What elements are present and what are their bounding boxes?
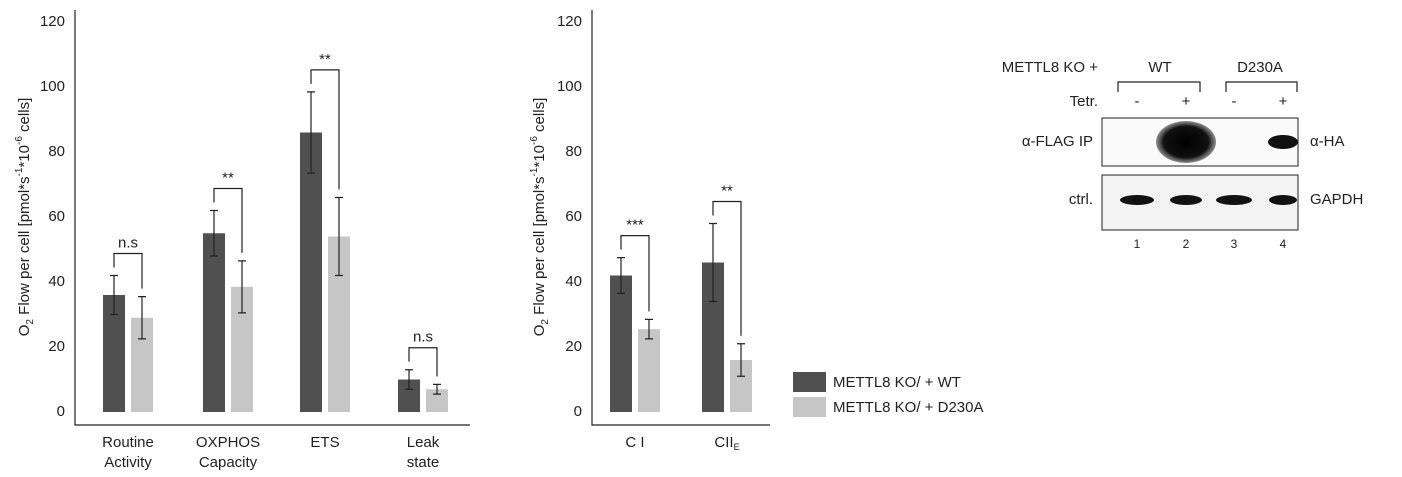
y-tick-label: 80 [48, 143, 65, 160]
x-tick-label: ETS [310, 434, 339, 451]
bar [638, 329, 660, 412]
y-tick-label: 20 [48, 338, 65, 355]
x-tick-label: OXPHOS Capacity [196, 434, 260, 471]
y-tick-label: 100 [557, 78, 582, 95]
x-label-line: ETS [310, 434, 339, 451]
row-label: GAPDH [1310, 191, 1363, 208]
x-label-line: Activity [104, 454, 152, 471]
blot-band [1156, 121, 1216, 163]
legend-label: METTL8 KO/ + WT [833, 374, 961, 391]
x-tick-label: CIIE [714, 434, 739, 452]
lane-number: 4 [1280, 237, 1287, 251]
y-tick-label: 60 [48, 208, 65, 225]
treatment-state: + [1279, 93, 1288, 110]
significance-label: ** [222, 169, 234, 186]
lane-number: 2 [1183, 237, 1190, 251]
y-label-part: cells] [531, 98, 548, 136]
y-tick-label: 0 [574, 403, 582, 420]
blot-band [1268, 135, 1298, 149]
y-label-part: O [531, 325, 548, 337]
y-tick-label: 100 [40, 78, 65, 95]
blot-band [1216, 195, 1252, 205]
y-tick-label: 40 [48, 273, 65, 290]
significance-label: ** [319, 51, 331, 68]
figure: METTL8 KO + WT D230A Tetr. - + - + α-FLA… [0, 0, 1402, 477]
significance-label: n.s [118, 234, 138, 251]
y-tick-label: 120 [40, 13, 65, 30]
y-tick-label: 80 [565, 143, 582, 160]
bar [203, 233, 225, 412]
y-tick-label: 20 [565, 338, 582, 355]
treatment-state: + [1182, 93, 1191, 110]
treatment-label: Tetr. [1070, 93, 1098, 110]
x-label-line: Capacity [199, 454, 258, 471]
significance-label: n.s [413, 329, 433, 346]
legend-swatch [793, 372, 826, 392]
y-label-part: Flow per cell [pmol*s [16, 176, 33, 319]
treatment-state: - [1135, 93, 1140, 110]
x-label-line: Routine [102, 434, 154, 451]
bar [610, 276, 632, 413]
x-label-line: CII [714, 434, 733, 451]
x-label-line: OXPHOS [196, 434, 260, 451]
blot-band [1120, 195, 1154, 205]
y-tick-label: 60 [565, 208, 582, 225]
y-label-part: *10 [531, 145, 548, 168]
significance-label: ** [721, 182, 733, 199]
blot-band [1269, 195, 1297, 205]
construct-label: METTL8 KO + [1002, 59, 1099, 76]
row-label: α-FLAG IP [1022, 133, 1093, 150]
y-label-part: Flow per cell [pmol*s [531, 176, 548, 319]
significance-bracket [409, 348, 437, 377]
y-tick-label: 0 [57, 403, 65, 420]
x-tick-label: C I [625, 434, 644, 451]
x-label-subscript: E [734, 442, 740, 452]
significance-bracket [114, 254, 142, 289]
x-label-line: Leak [407, 434, 440, 451]
legend-swatch [793, 397, 826, 417]
lane-number: 1 [1134, 237, 1141, 251]
y-label-part: *10 [16, 145, 33, 168]
treatment-state: - [1232, 93, 1237, 110]
x-tick-label: Routine Activity [102, 434, 154, 471]
y-tick-label: 40 [565, 273, 582, 290]
x-label-line: state [407, 454, 440, 471]
group-bracket [1118, 82, 1297, 92]
x-tick-label: Leak state [407, 434, 440, 471]
group-label: WT [1148, 59, 1171, 76]
y-axis-label: O2 Flow per cell [pmol*s-1*10-6 cells] [14, 98, 36, 336]
group-label: D230A [1237, 59, 1283, 76]
significance-label: *** [626, 217, 644, 234]
row-label: ctrl. [1069, 191, 1093, 208]
bar [300, 133, 322, 413]
y-axis-label: O2 Flow per cell [pmol*s-1*10-6 cells] [529, 98, 551, 336]
y-label-part: cells] [16, 98, 33, 136]
x-label-line: C I [625, 434, 644, 451]
y-label-part: O [16, 325, 33, 337]
blot-band [1170, 195, 1202, 205]
y-tick-label: 120 [557, 13, 582, 30]
legend-label: METTL8 KO/ + D230A [833, 399, 983, 416]
row-label: α-HA [1310, 133, 1345, 150]
lane-number: 3 [1231, 237, 1238, 251]
